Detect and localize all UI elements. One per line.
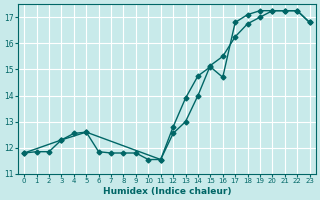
X-axis label: Humidex (Indice chaleur): Humidex (Indice chaleur): [103, 187, 231, 196]
